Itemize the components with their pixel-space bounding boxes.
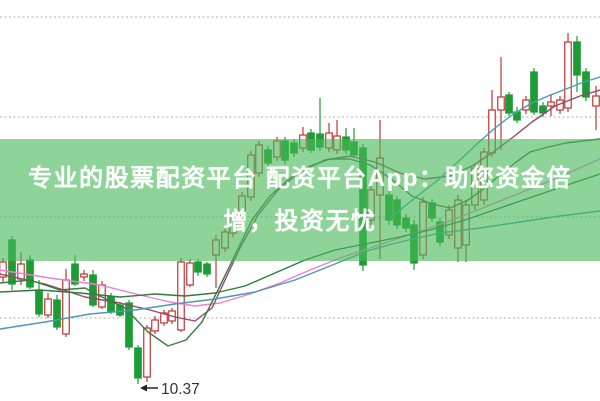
candle	[151, 316, 159, 334]
candle	[497, 57, 505, 150]
candle-body-down	[530, 71, 538, 113]
candle	[134, 345, 142, 384]
candle-body-down	[134, 347, 142, 379]
candle	[53, 295, 61, 330]
candle	[547, 94, 555, 116]
candle-body-up	[592, 95, 600, 107]
candle-body-up	[62, 279, 70, 335]
candle	[80, 270, 88, 281]
candle-body-down	[203, 263, 211, 275]
promo-banner: 专业的股票配资平台 配资平台App：助您资金倍 增，投资无忧	[0, 139, 600, 261]
candle-body-up	[151, 319, 159, 332]
candle-body-down	[107, 296, 115, 313]
candle	[592, 86, 600, 130]
candle-body-up	[547, 101, 555, 107]
candle	[582, 68, 590, 101]
candle-body-up	[0, 261, 7, 278]
candle	[505, 92, 513, 116]
candle-body-down	[35, 289, 43, 315]
low-price-annotation: 10.37	[140, 381, 200, 398]
arrow-head	[140, 384, 147, 392]
candle	[44, 293, 52, 318]
candle-body-down	[582, 71, 590, 98]
candle-body-up	[497, 96, 505, 111]
candle-body-up	[80, 273, 88, 278]
low-price-arrow-icon	[140, 384, 158, 392]
candle	[194, 259, 202, 276]
candle-body-down	[26, 259, 34, 288]
candle-body-up	[186, 262, 194, 286]
candle	[125, 300, 133, 350]
candle-body-down	[505, 94, 513, 114]
candle	[513, 107, 521, 123]
candle-body-down	[573, 41, 581, 76]
candle	[530, 68, 538, 115]
candle	[573, 36, 581, 92]
candle-body-up	[44, 298, 52, 316]
candle-body-down	[125, 302, 133, 348]
candle	[89, 270, 97, 307]
candle	[143, 325, 151, 382]
candle-body-down	[89, 274, 97, 306]
low-price-label: 10.37	[161, 381, 200, 398]
candle	[160, 310, 168, 326]
banner-text-line2: 增，投资无忧	[223, 208, 377, 235]
candle-body-up	[564, 41, 572, 109]
candle	[35, 280, 43, 317]
candle-body-up	[160, 312, 168, 324]
candle-body-down	[71, 263, 79, 285]
candle	[62, 269, 70, 337]
candle	[564, 33, 572, 112]
candle-body-down	[539, 105, 547, 114]
banner-text-line1: 专业的股票配资平台 配资平台App：助您资金倍	[28, 165, 572, 192]
candle	[186, 259, 194, 287]
candle-body-up	[143, 327, 151, 378]
candle-body-down	[194, 261, 202, 273]
candle-body-up	[17, 263, 25, 280]
candle-body-down	[53, 299, 61, 328]
candle	[203, 262, 211, 277]
